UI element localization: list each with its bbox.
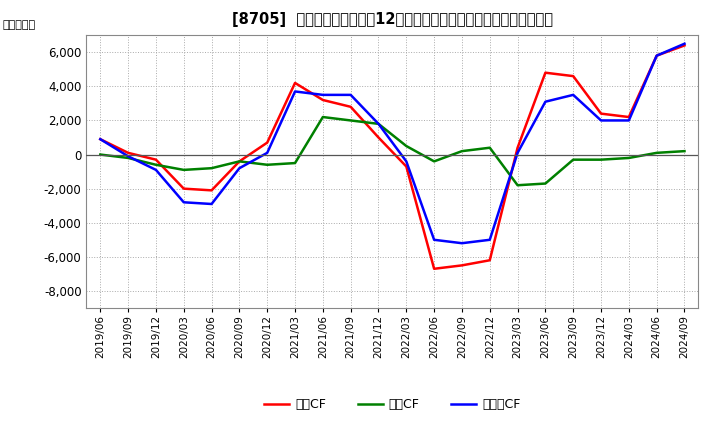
営業CF [263,140,271,145]
営業CF [96,136,104,142]
フリーCF [207,202,216,207]
フリーCF [152,167,161,172]
営業CF [374,135,383,140]
営業CF [291,80,300,85]
投資CF [430,159,438,164]
フリーCF [179,200,188,205]
投資CF [291,161,300,166]
営業CF [124,150,132,155]
営業CF [485,258,494,263]
営業CF [207,188,216,193]
営業CF [152,157,161,162]
営業CF [235,159,243,164]
Y-axis label: （百万円）: （百万円） [2,20,36,30]
フリーCF [318,92,327,98]
営業CF [541,70,550,75]
フリーCF [597,118,606,123]
投資CF [263,162,271,167]
フリーCF [458,241,467,246]
フリーCF [624,118,633,123]
投資CF [680,148,689,154]
フリーCF [96,136,104,142]
営業CF [624,114,633,120]
営業CF [318,97,327,103]
フリーCF [124,154,132,159]
投資CF [346,118,355,123]
投資CF [458,148,467,154]
営業CF [179,186,188,191]
営業CF [597,111,606,116]
投資CF [402,143,410,149]
投資CF [541,181,550,186]
フリーCF [402,159,410,164]
Legend: 営業CF, 投資CF, フリーCF: 営業CF, 投資CF, フリーCF [259,393,526,416]
Line: 営業CF: 営業CF [100,45,685,269]
フリーCF [430,237,438,242]
投資CF [597,157,606,162]
フリーCF [263,150,271,155]
投資CF [235,159,243,164]
営業CF [402,164,410,169]
フリーCF [569,92,577,98]
投資CF [152,162,161,167]
Line: 投資CF: 投資CF [100,117,685,185]
フリーCF [541,99,550,104]
投資CF [513,183,522,188]
営業CF [569,73,577,79]
フリーCF [680,41,689,46]
営業CF [513,145,522,150]
投資CF [124,155,132,161]
投資CF [179,167,188,172]
フリーCF [235,165,243,171]
投資CF [207,165,216,171]
Line: フリーCF: フリーCF [100,44,685,243]
投資CF [485,145,494,150]
営業CF [430,266,438,271]
投資CF [652,150,661,155]
営業CF [346,104,355,110]
フリーCF [652,53,661,58]
フリーCF [485,237,494,242]
フリーCF [346,92,355,98]
投資CF [374,121,383,127]
営業CF [680,43,689,48]
フリーCF [291,89,300,94]
投資CF [318,114,327,120]
投資CF [624,155,633,161]
投資CF [96,152,104,157]
営業CF [652,53,661,58]
投資CF [569,157,577,162]
営業CF [458,263,467,268]
Title: [8705]  キャッシュフローの12か月移動合計の対前年同期増減額の推移: [8705] キャッシュフローの12か月移動合計の対前年同期増減額の推移 [232,12,553,27]
フリーCF [374,121,383,127]
フリーCF [513,150,522,155]
